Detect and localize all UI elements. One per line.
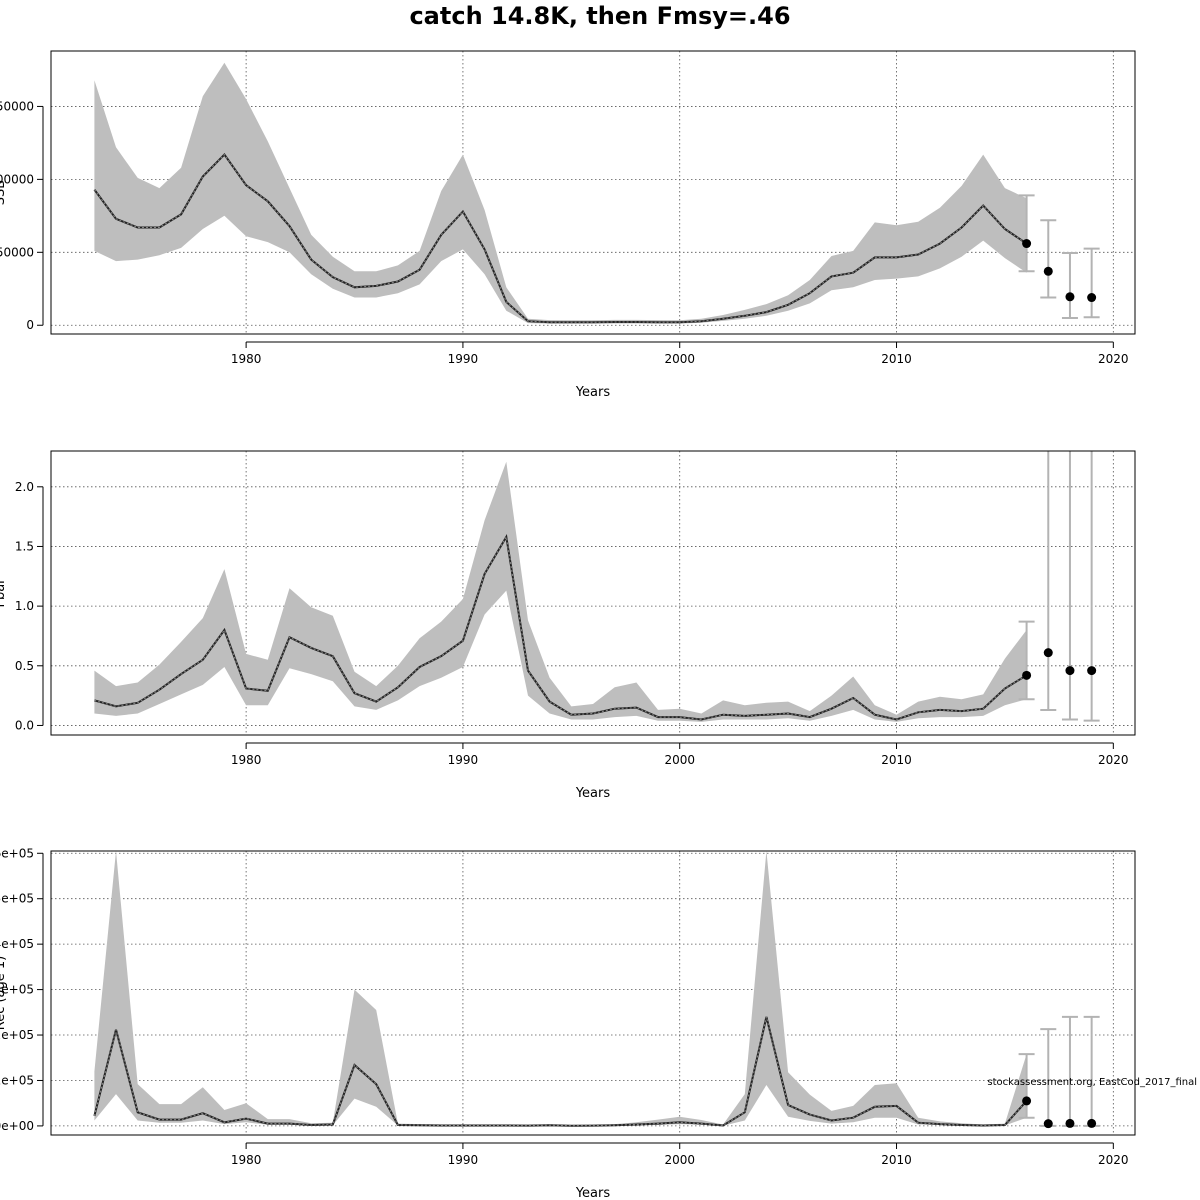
recruitment-panel: 1980 1990 2000 2010 2020 Years 0e+00 1e+05 2e+05… bbox=[0, 846, 1136, 1200]
y-tick-label: 0.5 bbox=[15, 659, 34, 673]
x-tick-label: 2010 bbox=[881, 1153, 912, 1167]
x-tick-label: 1980 bbox=[231, 753, 262, 767]
estimate-line-dots bbox=[93, 153, 1027, 323]
x-tick-label: 2020 bbox=[1098, 352, 1129, 366]
y-tick-label: 3e+05 bbox=[0, 983, 34, 997]
x-tick-label: 2010 bbox=[881, 352, 912, 366]
projection-point bbox=[1043, 1119, 1053, 1129]
plot-frame bbox=[50, 850, 1136, 1136]
y-tick-label: 1e+05 bbox=[0, 1073, 34, 1087]
x-tick-label: 2000 bbox=[664, 753, 695, 767]
projection-point bbox=[1065, 666, 1075, 676]
y-tick-label: 100000 bbox=[0, 172, 34, 186]
y-axis-label: Fbar bbox=[0, 578, 8, 608]
plot-frame bbox=[50, 450, 1136, 736]
y-tick-label: 2e+05 bbox=[0, 1028, 34, 1042]
x-tick-label: 2010 bbox=[881, 753, 912, 767]
projection-point bbox=[1022, 670, 1032, 680]
x-tick-label: 1990 bbox=[448, 352, 479, 366]
figure-title: catch 14.8K, then Fmsy=.46 bbox=[409, 2, 791, 30]
x-tick-label: 1990 bbox=[448, 1153, 479, 1167]
x-tick-label: 2000 bbox=[664, 352, 695, 366]
estimate-line-dots bbox=[93, 1016, 1027, 1127]
plot-frame bbox=[50, 50, 1136, 335]
watermark-text: stockassessment.org, EastCod_2017_final bbox=[987, 1077, 1197, 1088]
fbar-panel: 1980 1990 2000 2010 2020 Years 0.0 0.5 1.0 1.5 2.0… bbox=[0, 450, 1136, 801]
y-axis-label: SSB bbox=[0, 180, 8, 205]
x-tick-label: 1980 bbox=[231, 352, 262, 366]
y-axis-label: Rec (age 1) bbox=[0, 956, 8, 1031]
x-axis-label: Years bbox=[575, 385, 611, 400]
x-axis-label: Years bbox=[575, 786, 611, 801]
projection-point bbox=[1043, 648, 1053, 658]
y-tick-label: 1.0 bbox=[15, 599, 34, 613]
x-tick-label: 1980 bbox=[231, 1153, 262, 1167]
y-tick-label: 2.0 bbox=[15, 480, 34, 494]
projection-point bbox=[1065, 1118, 1075, 1128]
y-tick-label: 0e+00 bbox=[0, 1119, 34, 1133]
y-tick-label: 5e+05 bbox=[0, 892, 34, 906]
y-tick-label: 1.5 bbox=[15, 539, 34, 553]
x-tick-label: 2020 bbox=[1098, 753, 1129, 767]
x-tick-label: 1990 bbox=[448, 753, 479, 767]
y-tick-label: 6e+05 bbox=[0, 846, 34, 860]
confidence-band bbox=[94, 62, 1027, 324]
ssb-panel: 1980 1990 2000 2010 2020 Years 0 50000 100000 150… bbox=[0, 50, 1136, 400]
estimate-line-dots bbox=[94, 535, 1027, 721]
projection-point bbox=[1087, 293, 1097, 303]
projection-point bbox=[1022, 1096, 1032, 1106]
projection-point bbox=[1065, 292, 1075, 302]
projection-point bbox=[1087, 1118, 1097, 1128]
projection-point bbox=[1043, 266, 1053, 276]
y-tick-label: 4e+05 bbox=[0, 937, 34, 951]
confidence-band bbox=[94, 851, 1027, 1126]
projection-point bbox=[1087, 666, 1097, 676]
y-tick-label: 50000 bbox=[0, 245, 34, 259]
projection-point bbox=[1022, 239, 1032, 249]
x-tick-label: 2020 bbox=[1098, 1153, 1129, 1167]
y-tick-label: 0.0 bbox=[15, 718, 34, 732]
y-tick-label: 0 bbox=[26, 318, 34, 332]
y-tick-label: 150000 bbox=[0, 99, 34, 113]
confidence-band bbox=[94, 461, 1027, 722]
x-tick-label: 2000 bbox=[664, 1153, 695, 1167]
x-axis-label: Years bbox=[575, 1186, 611, 1200]
